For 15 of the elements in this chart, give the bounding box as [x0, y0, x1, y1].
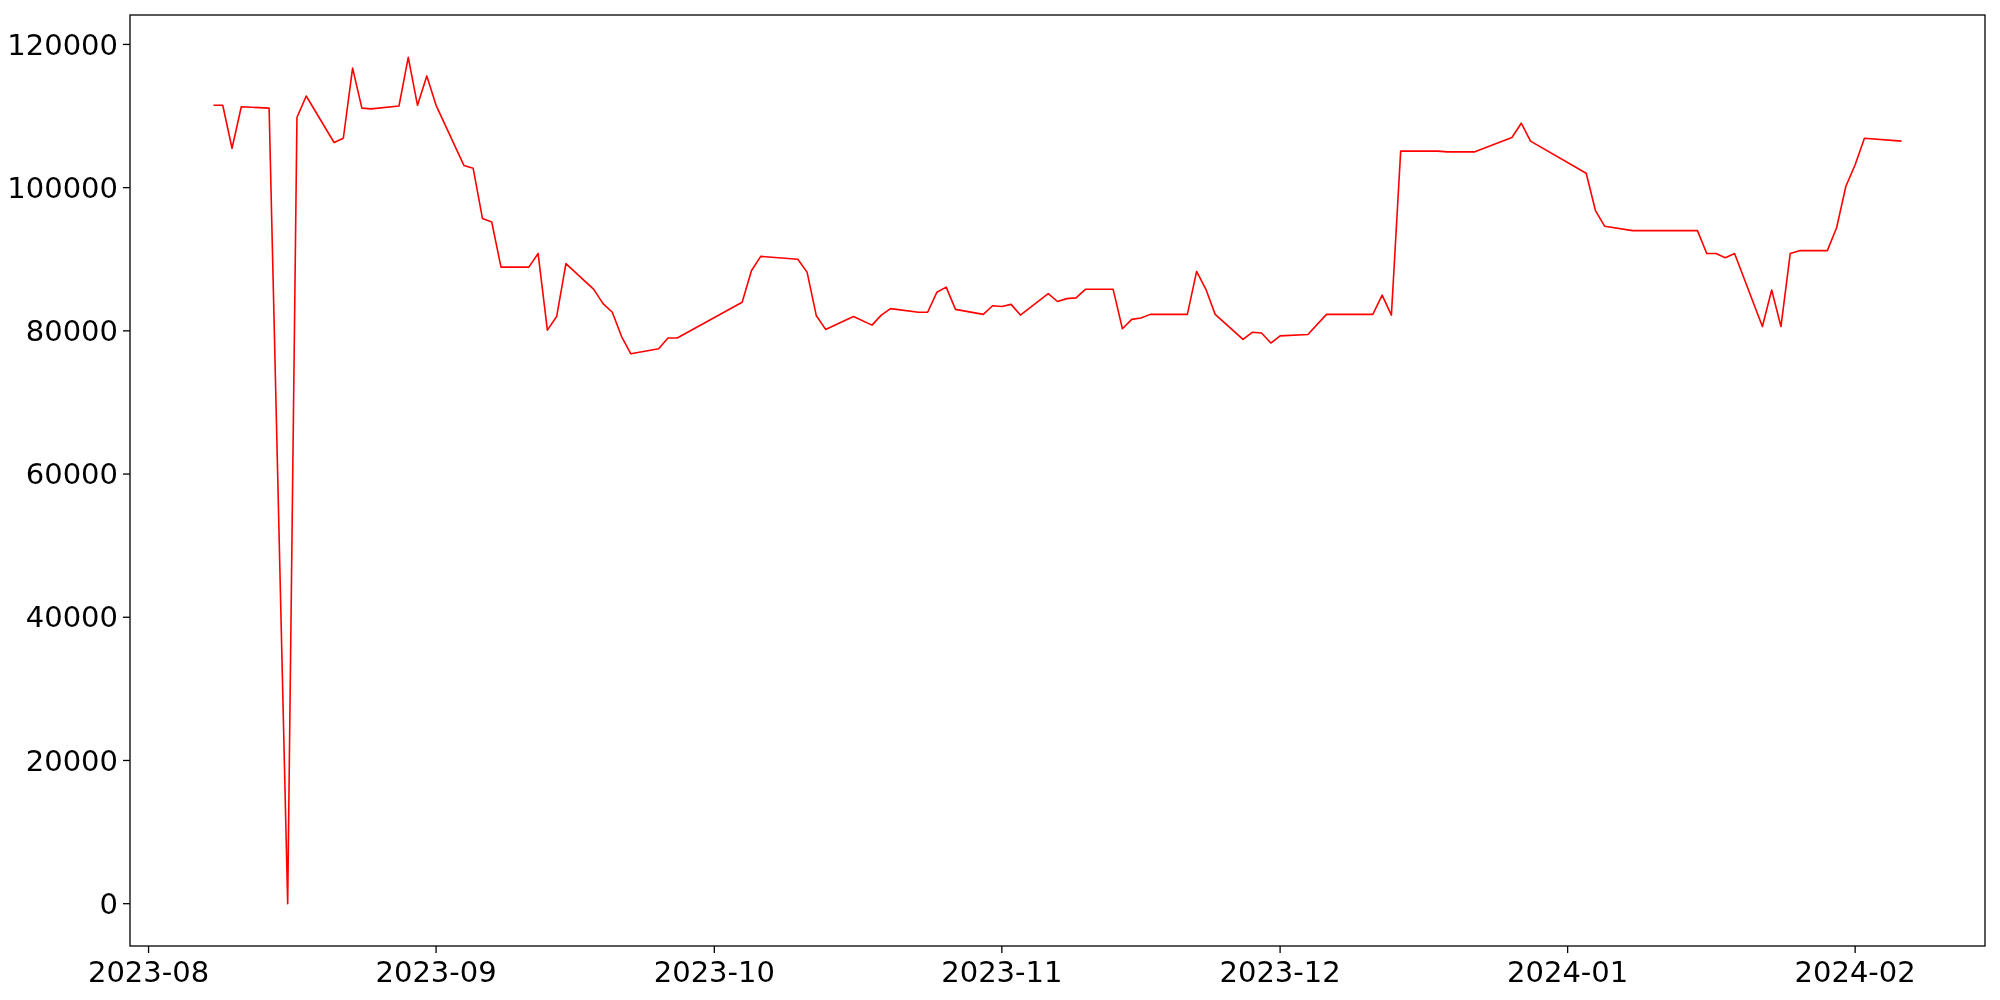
x-tick-label: 2023-10 — [653, 955, 775, 989]
x-tick-label: 2024-02 — [1794, 955, 1916, 989]
y-tick-label: 120000 — [7, 27, 118, 62]
x-tick-label: 2023-08 — [87, 955, 210, 989]
line-series — [212, 56, 1903, 905]
y-tick-label: 60000 — [25, 457, 118, 492]
x-tick-label: 2023-11 — [941, 955, 1063, 989]
x-tick-label: 2023-09 — [375, 955, 497, 989]
x-tick-label: 2023-12 — [1219, 955, 1341, 989]
y-tick-label: 20000 — [25, 743, 118, 778]
y-tick-label: 0 — [99, 886, 118, 921]
y-tick-label: 80000 — [25, 314, 118, 348]
x-tick-label: 2024-01 — [1507, 955, 1629, 989]
y-tick-label: 40000 — [25, 600, 118, 635]
y-tick-label: 100000 — [7, 170, 118, 205]
